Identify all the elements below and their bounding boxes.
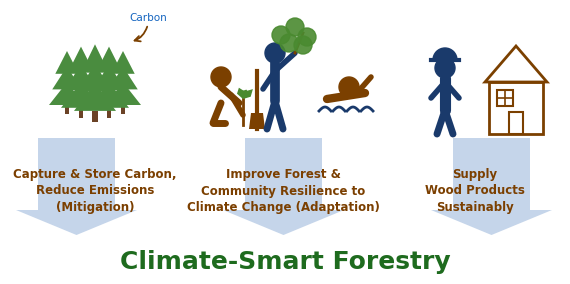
Text: Carbon: Carbon xyxy=(129,13,167,23)
Polygon shape xyxy=(38,138,530,162)
Circle shape xyxy=(294,36,312,54)
Polygon shape xyxy=(223,210,344,235)
Circle shape xyxy=(286,18,304,36)
Circle shape xyxy=(280,34,298,52)
Polygon shape xyxy=(92,64,125,90)
Polygon shape xyxy=(105,82,141,105)
Wedge shape xyxy=(433,48,457,60)
Polygon shape xyxy=(16,210,137,235)
Polygon shape xyxy=(509,112,523,134)
Text: Supply
Wood Products
Sustainably: Supply Wood Products Sustainably xyxy=(425,168,525,214)
Polygon shape xyxy=(65,105,69,114)
Polygon shape xyxy=(243,89,253,99)
Polygon shape xyxy=(96,47,122,72)
Circle shape xyxy=(211,67,231,87)
Polygon shape xyxy=(108,67,138,89)
Circle shape xyxy=(298,28,316,46)
Polygon shape xyxy=(61,82,101,108)
Polygon shape xyxy=(68,47,94,72)
Polygon shape xyxy=(92,111,97,122)
Polygon shape xyxy=(431,210,552,235)
Polygon shape xyxy=(82,44,109,72)
Polygon shape xyxy=(237,88,244,99)
Circle shape xyxy=(272,26,290,44)
Polygon shape xyxy=(322,50,453,162)
Polygon shape xyxy=(242,90,249,99)
Polygon shape xyxy=(245,162,322,210)
Polygon shape xyxy=(249,113,265,129)
Circle shape xyxy=(339,77,359,97)
Polygon shape xyxy=(107,108,111,118)
Circle shape xyxy=(435,58,455,78)
Polygon shape xyxy=(111,51,135,74)
Polygon shape xyxy=(115,50,245,162)
Polygon shape xyxy=(38,162,115,210)
Polygon shape xyxy=(89,82,129,108)
Polygon shape xyxy=(49,82,85,105)
Polygon shape xyxy=(74,83,116,111)
Polygon shape xyxy=(485,46,547,82)
Polygon shape xyxy=(489,82,543,134)
Polygon shape xyxy=(78,64,112,92)
Polygon shape xyxy=(497,90,513,106)
Polygon shape xyxy=(79,108,83,118)
Polygon shape xyxy=(121,105,125,114)
Polygon shape xyxy=(52,67,82,89)
Polygon shape xyxy=(453,162,530,210)
Polygon shape xyxy=(64,64,97,90)
Circle shape xyxy=(265,43,285,63)
Text: Improve Forest &
Community Resilience to
Climate Change (Adaptation): Improve Forest & Community Resilience to… xyxy=(186,168,380,214)
Polygon shape xyxy=(55,51,79,74)
Text: Climate-Smart Forestry: Climate-Smart Forestry xyxy=(120,250,450,274)
Text: Capture & Store Carbon,
Reduce Emissions
(Mitigation): Capture & Store Carbon, Reduce Emissions… xyxy=(13,168,177,214)
